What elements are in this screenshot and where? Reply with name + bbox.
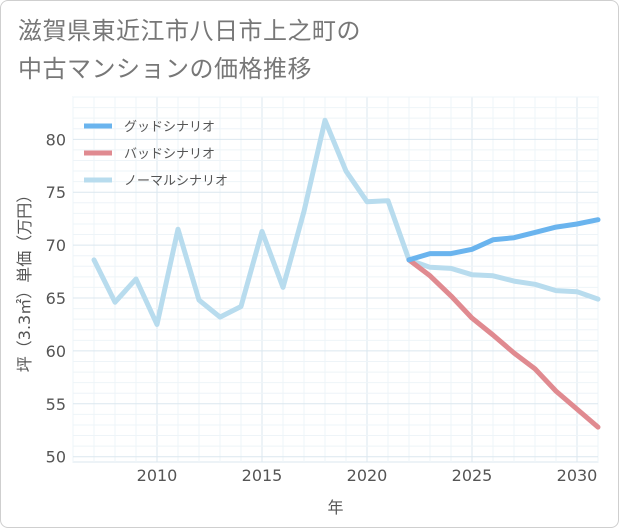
- legend-label-2: ノーマルシナリオ: [124, 174, 228, 189]
- x-tick-label: 2015: [242, 466, 283, 485]
- series-line-0: [406, 217, 601, 263]
- chart-title: 滋賀県東近江市八日市上之町の 中古マンションの価格推移: [18, 12, 578, 88]
- series-line-2: [91, 117, 601, 327]
- x-tick-label: 2020: [347, 466, 388, 485]
- y-tick-label: 55: [46, 395, 66, 414]
- y-axis-label: 坪（3.3㎡）単価（万円）: [15, 187, 34, 372]
- series-layer: [91, 117, 601, 430]
- legend-label-1: バッドシナリオ: [124, 147, 215, 162]
- y-tick-label: 70: [46, 236, 66, 255]
- x-axis-label: 年: [327, 498, 343, 517]
- y-tick-label: 80: [46, 130, 66, 149]
- y-tick-label: 75: [46, 183, 66, 202]
- grid-lines: [72, 96, 599, 463]
- y-tick-label: 50: [46, 448, 66, 467]
- series-line-1: [406, 257, 601, 430]
- y-tick-label: 65: [46, 289, 66, 308]
- axis-ticks: 2010 2015 2020 2025 2030 50 55 60 65 70 75 80: [46, 130, 598, 485]
- chart-title-line-2: 中古マンションの価格推移: [18, 55, 312, 83]
- x-tick-label: 2010: [137, 466, 178, 485]
- chart-title-line-1: 滋賀県東近江市八日市上之町の: [18, 17, 361, 45]
- y-tick-label: 60: [46, 342, 66, 361]
- legend-label-0: グッドシナリオ: [124, 120, 215, 135]
- x-tick-label: 2025: [452, 466, 493, 485]
- x-tick-label: 2030: [557, 466, 598, 485]
